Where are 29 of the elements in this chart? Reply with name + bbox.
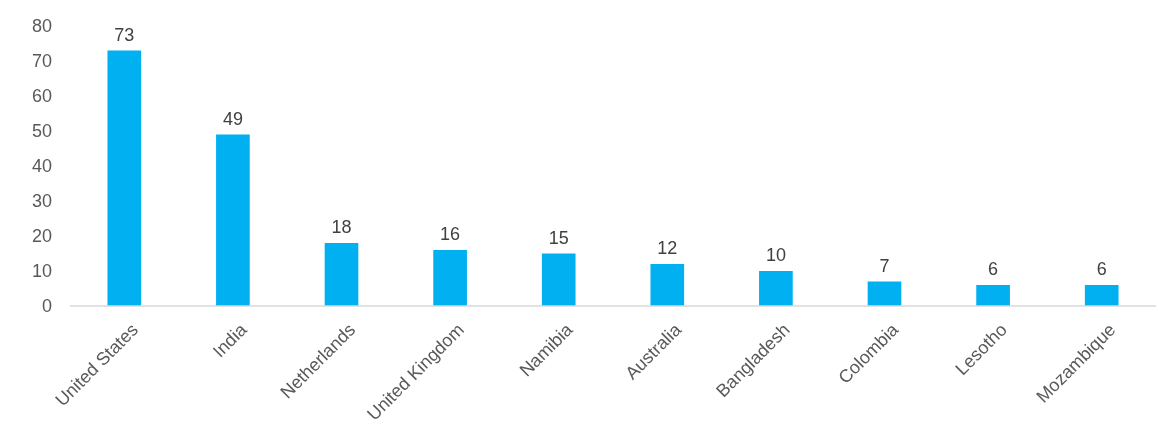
bar [216,134,250,306]
data-label: 6 [988,259,999,279]
bar [107,50,142,306]
y-tick-label: 10 [31,261,52,282]
y-tick-label: 40 [31,156,52,177]
y-tick-label: 50 [31,121,52,142]
y-tick-label: 60 [31,86,52,107]
y-tick-label: 0 [41,296,52,317]
bar [759,271,793,306]
bar [867,281,902,306]
y-tick-label: 70 [31,51,52,72]
data-label: 6 [1096,259,1107,279]
bar [433,250,467,306]
data-label: 73 [114,24,135,45]
data-label: 16 [440,224,461,244]
data-label: 7 [879,255,890,276]
data-label: 49 [222,108,243,129]
data-label: 18 [331,217,352,237]
bar [976,285,1010,306]
bar [1084,285,1119,306]
y-tick-label: 30 [31,191,52,212]
data-label: 12 [657,238,678,258]
data-label: 15 [548,227,569,248]
y-tick-label: 80 [31,16,52,37]
y-tick-label: 20 [31,226,52,247]
bar [650,264,685,306]
bar [324,243,359,306]
bar [541,253,576,306]
data-label: 10 [765,245,786,265]
